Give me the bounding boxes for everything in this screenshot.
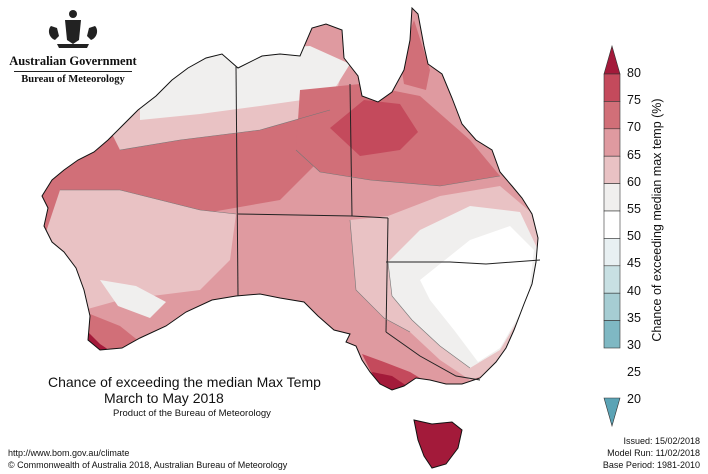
government-logo: Australian Government Bureau of Meteorol… [8,8,138,94]
legend-swatch [603,320,621,349]
legend-tick-label: 50 [627,229,641,244]
base-period: Base Period: 1981-2010 [602,460,700,470]
legend-tick-label: 60 [627,174,641,189]
legend-tick-label: 75 [627,93,641,108]
issued-date: Issued: 15/02/2018 [623,436,700,446]
legend-tick-label: 80 [627,66,641,80]
legend-tick-label: 65 [627,147,641,162]
model-run-date: Model Run: 11/02/2018 [607,448,700,458]
map-title: Chance of exceeding the median Max Temp [48,374,321,390]
legend-colorbar [603,44,621,428]
legend-title-container: Chance of exceeding median max temp (%) [612,70,702,370]
legend-title: Chance of exceeding median max temp (%) [650,98,664,342]
legend-tick-label: 20 [627,392,641,407]
map-subtitle: March to May 2018 [104,390,224,406]
legend-tick-label: 30 [627,338,641,352]
legend-tick-label: 55 [627,202,641,216]
website-link[interactable]: http://www.bom.gov.au/climate [8,448,130,458]
legend-tick-label: 45 [627,256,641,271]
copyright-text: © Commonwealth of Australia 2018, Austra… [8,460,288,470]
legend-tick-label: 25 [627,365,641,380]
legend-arrow-bottom [603,397,621,428]
australia-outlook-map [41,7,541,469]
agency-name: Australian Government [9,54,137,68]
agency-subname: Bureau of Meteorology [14,71,132,85]
product-note: Product of the Bureau of Meteorology [113,408,271,419]
legend-tick-label: 35 [627,310,641,325]
legend-tick-label: 70 [627,120,641,135]
legend-tick-label: 40 [627,283,641,298]
coat-of-arms-icon [48,10,98,48]
